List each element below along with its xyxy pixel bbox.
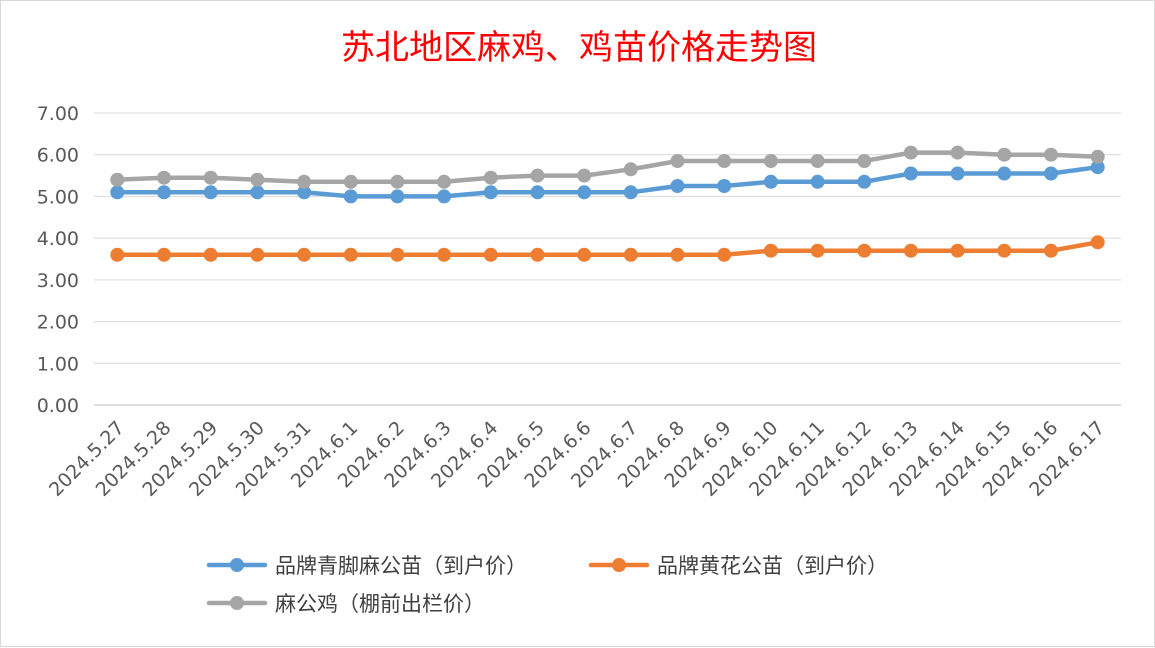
series-point [110,172,125,187]
series-point [577,247,592,262]
series-point [1090,160,1105,175]
legend-label: 品牌青脚麻公苗（到户价） [275,554,527,578]
series-line [115,164,1100,199]
series-group [110,235,1105,262]
series-point [950,243,965,258]
series-point [903,166,918,181]
series-line [115,240,1100,258]
series-point [670,247,685,262]
series-point [1044,166,1058,181]
legend-item: 品牌青脚麻公苗（到户价） [206,554,527,578]
series-point [717,154,732,168]
series-point [483,247,498,262]
series-point [717,247,732,262]
series-point [1090,235,1105,250]
series-line [115,150,1100,185]
series-point [343,247,358,262]
series-point [390,247,405,262]
series-layer [110,145,1105,262]
y-tick-label: 6.00 [37,145,79,167]
legend-swatch-marker [612,558,626,572]
series-point [203,247,218,262]
series-point [857,243,872,258]
y-tick-label: 1.00 [37,353,79,375]
series-point [997,243,1012,258]
series-point [110,247,125,262]
series-point [950,145,965,160]
series-point [623,162,638,177]
series-point [903,145,918,160]
series-group [110,145,1105,189]
series-point [110,185,125,200]
series-point [577,168,592,183]
series-group [110,160,1105,204]
y-tick-label: 3.00 [37,270,79,292]
y-tick-label: 2.00 [37,312,79,334]
y-tick-label: 4.00 [37,228,79,250]
series-point [390,174,405,189]
series-point [297,185,312,200]
series-point [437,174,452,189]
series-point [343,189,358,204]
series-point [297,174,312,189]
series-point [250,247,265,262]
legend-swatch-marker [230,558,244,572]
series-point [810,174,825,189]
series-point [763,154,778,168]
series-point [1044,243,1058,258]
series-point [997,147,1012,162]
series-point [483,185,498,200]
series-point [157,247,171,262]
series-point [810,154,825,168]
legend-label: 品牌黄花公苗（到户价） [657,554,888,578]
series-point [530,247,545,262]
y-tick-label: 0.00 [37,395,79,417]
series-point [203,185,218,200]
legend-item: 品牌黄花公苗（到户价） [588,554,888,578]
y-tick-label: 5.00 [37,186,79,208]
series-point [250,185,265,200]
series-point [437,247,452,262]
series-point [997,166,1012,181]
series-point [857,174,872,189]
y-axis-ticks: 0.00 1.00 2.00 3.00 4.00 5.00 6.00 7.00 [37,103,79,417]
series-point [623,247,638,262]
series-point [203,170,218,185]
series-point [717,179,732,193]
series-point [483,170,498,185]
gridlines [94,112,1121,406]
series-point [157,185,171,200]
series-point [437,189,452,204]
y-tick-label: 7.00 [37,103,79,125]
series-point [763,243,778,258]
legend-label: 麻公鸡（棚前出栏价） [275,592,485,616]
series-point [857,154,872,168]
legend-swatch-marker [230,596,244,610]
series-point [670,179,685,193]
series-point [670,154,685,168]
series-point [157,170,171,185]
series-point [530,168,545,183]
series-point [530,185,545,200]
series-point [763,174,778,189]
series-point [250,172,265,187]
series-point [577,185,592,200]
x-axis-ticks: 2024.5.272024.5.282024.5.292024.5.302024… [45,417,1109,501]
series-point [623,185,638,200]
legend: 品牌青脚麻公苗（到户价） 品牌黄花公苗（到户价） 麻公鸡（棚前出栏价） [206,554,888,616]
series-point [950,166,965,181]
series-point [903,243,918,258]
legend-item: 麻公鸡（棚前出栏价） [206,592,485,616]
series-point [1090,149,1105,164]
series-point [297,247,312,262]
chart-title: 苏北地区麻鸡、鸡苗价格走势图 [341,28,817,68]
series-point [1044,147,1058,162]
series-point [810,243,825,258]
series-point [343,174,358,189]
series-point [390,189,405,204]
